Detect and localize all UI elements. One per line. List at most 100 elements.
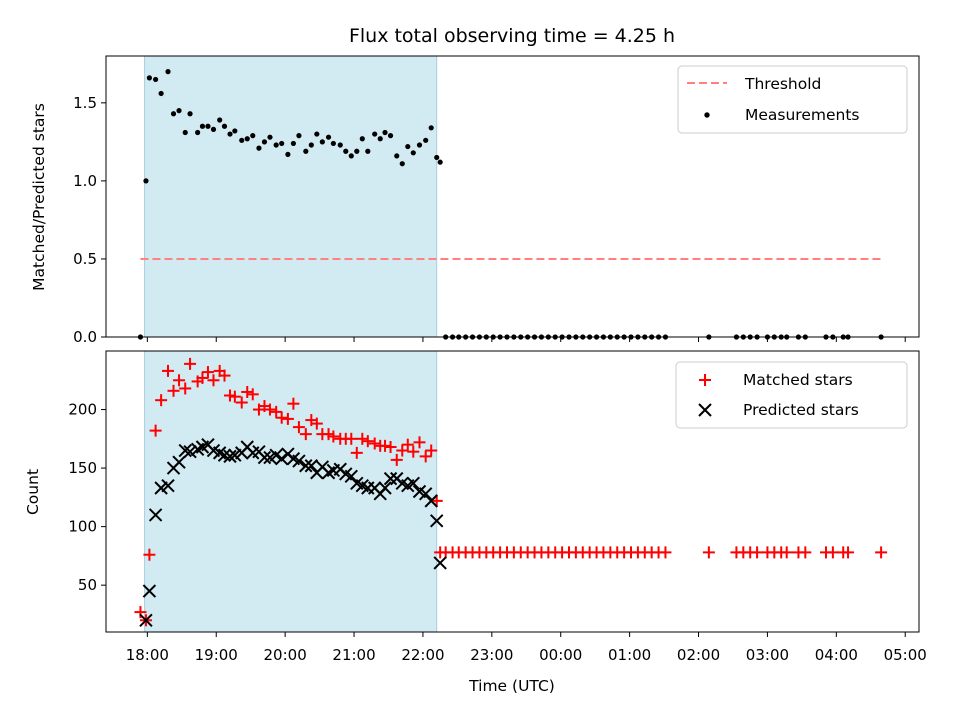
measurement-point (170, 111, 177, 117)
x-tick-label: 04:00 (815, 646, 858, 664)
legend-matched-swatch (699, 374, 711, 386)
matched-star-point (155, 394, 168, 407)
legend-predicted-swatch (698, 403, 712, 417)
predicted-star-point (148, 508, 163, 522)
measurement-point (199, 123, 206, 129)
matched-star-point (826, 546, 839, 559)
matched-star-point (270, 405, 283, 418)
top-legend-box (677, 65, 908, 134)
predicted-star-point (292, 454, 306, 468)
measurement-point (176, 108, 182, 114)
matched-star-point (799, 546, 812, 559)
matched-star-point (875, 546, 888, 559)
measurement-point (165, 69, 171, 75)
measurement-point (372, 131, 378, 137)
predicted-star-point (142, 584, 157, 598)
measurement-point (434, 154, 440, 161)
predicted-star-point (257, 450, 272, 465)
measurement-point (382, 129, 388, 136)
measurement-point (195, 129, 201, 136)
top-panel: 0.0 0.5 1.0 1.5 Matched/Predicted stars Thr… (30, 55, 920, 346)
measurement-point (153, 76, 159, 83)
matched-star-point (275, 411, 288, 424)
matched-star-point (780, 546, 793, 559)
predicted-star-point (430, 514, 444, 528)
measurement-point (182, 129, 188, 136)
measurement-point (239, 137, 245, 143)
matched-star-point (659, 546, 672, 559)
measurement-point (387, 133, 394, 139)
matched-star-point (751, 546, 764, 559)
matched-star-point (263, 403, 276, 416)
matched-star-point (390, 453, 403, 466)
measurement-point (365, 148, 371, 154)
top-y-tick-label: 0.5 (73, 250, 97, 268)
matched-star-point (384, 441, 397, 454)
matched-star-point (356, 432, 369, 445)
bottom-y-tick-label: 200 (68, 401, 97, 419)
matched-star-point (241, 385, 254, 398)
legend-measurements-label: Measurements (745, 106, 860, 124)
measurement-point (143, 178, 149, 184)
measurement-point (187, 111, 193, 117)
predicted-star-point (433, 556, 447, 570)
predicted-star-point (172, 455, 186, 469)
measurement-point (330, 140, 336, 147)
measurement-point (217, 117, 223, 123)
top-x-ticks (146, 337, 906, 342)
matched-star-point (413, 436, 426, 449)
matched-star-point (207, 374, 220, 387)
top-legend: Threshold Measurements (677, 65, 908, 134)
bottom-y-tick-label: 100 (68, 518, 97, 536)
matched-star-point (430, 494, 443, 507)
measurement-point (354, 148, 360, 154)
matched-star-point (235, 396, 248, 409)
matched-star-point (228, 390, 241, 403)
matched-star-point (407, 445, 420, 458)
x-tick-label: 05:00 (884, 646, 927, 664)
matched-star-point (149, 424, 162, 437)
matched-star-point (401, 438, 414, 451)
measurement-point (319, 139, 325, 145)
top-y-tick-label: 0.0 (73, 328, 97, 346)
matched-stars-series (134, 357, 888, 627)
x-axis: 18:00 19:00 20:00 21:00 22:00 23:00 00:00 01:00… (126, 632, 927, 664)
top-axes-frame (105, 55, 920, 338)
measurement-point (314, 131, 320, 137)
x-tick-label: 19:00 (195, 646, 238, 664)
matched-star-point (179, 382, 192, 395)
matched-star-point (350, 446, 363, 459)
top-y-tick-label: 1.0 (73, 172, 97, 190)
matched-star-point (419, 450, 432, 463)
measurement-point (261, 139, 268, 145)
matched-star-point (287, 397, 300, 410)
matched-star-point (310, 417, 323, 430)
measurement-point (279, 140, 285, 147)
measurement-point (227, 131, 233, 137)
bottom-y-axis-label: Count (24, 469, 42, 515)
measurement-point (290, 140, 297, 147)
measurement-point (296, 133, 302, 139)
bottom-legend: Matched stars Predicted stars (675, 361, 908, 429)
measurement-point (348, 153, 354, 159)
top-observing-window (144, 55, 438, 338)
predicted-stars-series (139, 437, 447, 627)
matched-star-point (299, 428, 312, 441)
measurement-point (359, 136, 365, 142)
matched-star-point (327, 430, 340, 443)
x-tick-label: 02:00 (677, 646, 720, 664)
bottom-y-tick-label: 50 (78, 576, 97, 594)
matched-star-point (396, 444, 409, 457)
bottom-y-tick-label: 150 (68, 459, 97, 477)
matched-star-point (292, 421, 305, 434)
matched-star-point (425, 444, 438, 457)
matched-star-point (201, 366, 214, 379)
x-tick-label: 01:00 (608, 646, 651, 664)
measurement-point (244, 136, 250, 142)
matched-star-point (361, 435, 374, 448)
predicted-star-point (161, 478, 175, 493)
measurement-point (394, 153, 400, 159)
measurement-point (308, 142, 314, 148)
x-tick-label: 21:00 (332, 646, 375, 664)
